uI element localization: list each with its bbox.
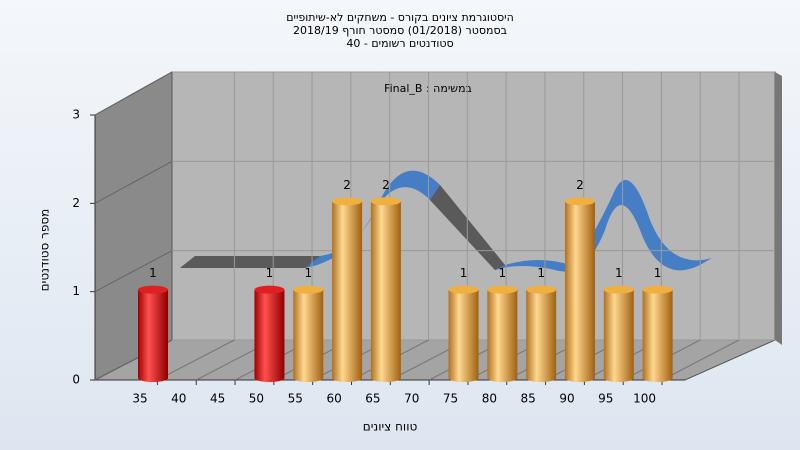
x-axis-label: טווח ציונים — [363, 420, 418, 434]
bar-bottom — [448, 374, 479, 382]
x-tick-label: 45 — [210, 392, 225, 406]
bar-top — [448, 285, 479, 294]
bar-bottom — [526, 374, 557, 382]
bar — [293, 289, 324, 378]
chart-title: בסמסטר (01/2018) סמסטר חורף 2018/19 — [293, 24, 507, 37]
bar — [448, 289, 479, 378]
bar-top — [370, 197, 401, 206]
bar — [138, 289, 168, 378]
y-tick-label: 3 — [72, 108, 80, 122]
bar-top — [642, 285, 673, 294]
bar — [564, 201, 595, 378]
bar — [526, 289, 557, 378]
x-tick-label: 40 — [171, 392, 186, 406]
bar-bottom — [370, 374, 401, 382]
bar-top — [487, 285, 518, 294]
x-tick-label: 65 — [365, 392, 380, 406]
data-label: 1 — [537, 266, 545, 280]
x-tick-label: 80 — [482, 392, 497, 406]
x-tick-label: 90 — [559, 392, 574, 406]
bar — [254, 289, 285, 378]
bar-bottom — [293, 374, 324, 382]
bar-top — [526, 285, 557, 294]
bar-top — [293, 285, 324, 294]
grid-line — [661, 339, 740, 381]
bar-top — [564, 197, 595, 206]
data-label: 1 — [266, 266, 274, 280]
data-label: 1 — [460, 266, 468, 280]
data-label: 2 — [343, 178, 351, 192]
x-tick-label: 35 — [132, 392, 147, 406]
y-axis-label: מספר סטודנטים — [38, 209, 52, 292]
bar-bottom — [254, 374, 285, 382]
data-label: 1 — [304, 266, 312, 280]
data-label: 1 — [654, 266, 662, 280]
x-tick-label: 60 — [326, 392, 341, 406]
bar-bottom — [642, 374, 673, 382]
bar-top — [138, 285, 168, 294]
x-tick-label: 70 — [404, 392, 419, 406]
bar — [370, 201, 401, 378]
data-label: 1 — [149, 266, 157, 280]
data-label: 2 — [382, 178, 390, 192]
bar — [603, 289, 634, 378]
bar-bottom — [332, 374, 363, 382]
grid-line — [94, 160, 173, 204]
bar — [487, 289, 518, 378]
bar-bottom — [487, 374, 518, 382]
data-label: 1 — [499, 266, 507, 280]
grid-line — [94, 250, 173, 293]
bar — [642, 289, 673, 378]
y-tick-label: 2 — [72, 196, 80, 210]
bar-bottom — [603, 374, 634, 382]
grid-line — [94, 71, 173, 116]
bar-top — [603, 285, 634, 294]
ribbon-shadow — [180, 185, 505, 270]
x-tick-label: 85 — [521, 392, 536, 406]
bar-bottom — [564, 374, 595, 382]
x-tick-label: 50 — [249, 392, 264, 406]
x-tick-label: 95 — [598, 392, 613, 406]
bar-bottom — [138, 374, 168, 382]
chart-title: סטודנטים רשומים - 40 — [346, 37, 453, 50]
x-tick-label: 55 — [288, 392, 303, 406]
bar-top — [332, 197, 363, 206]
x-tick-label: 75 — [443, 392, 458, 406]
chart-title: היסטוגרמת ציונים בקורס - משחקים לא-שיתופ… — [286, 11, 514, 24]
y-tick-label: 0 — [72, 373, 80, 387]
grid-line — [157, 339, 235, 381]
data-label: 1 — [615, 266, 623, 280]
bar — [332, 201, 363, 378]
y-tick-label: 1 — [72, 284, 80, 298]
data-label: 2 — [576, 178, 584, 192]
x-tick-label: 100 — [633, 392, 656, 406]
bar-top — [254, 285, 285, 294]
wall-edge — [775, 72, 782, 345]
